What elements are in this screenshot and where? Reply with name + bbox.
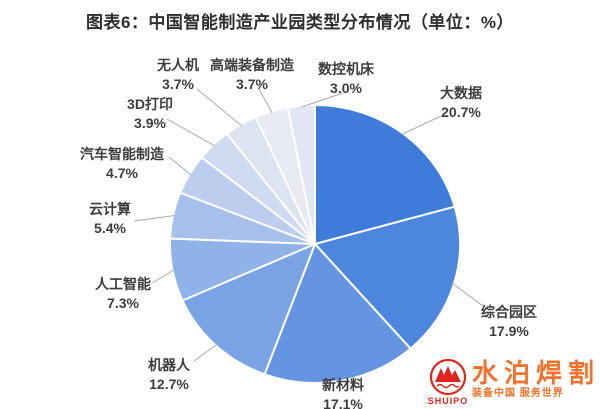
slice-label-云计算: 云计算 5.4% <box>89 200 131 238</box>
slice-label-name: 机器人 <box>148 357 190 373</box>
slice-label-无人机: 无人机 3.7% <box>157 56 199 94</box>
slice-label-value: 7.3% <box>107 295 139 311</box>
leader-line-数控机床 <box>301 92 344 108</box>
leader-line-机器人 <box>193 343 218 362</box>
slice-label-name: 云计算 <box>89 201 131 217</box>
leader-line-云计算 <box>133 215 175 222</box>
slice-label-value: 4.7% <box>106 165 138 181</box>
brand-text-column: 水泊焊割 装备中国 服务世界 <box>472 358 600 399</box>
slice-label-汽车智能制造: 汽车智能制造 4.7% <box>80 145 164 183</box>
slice-label-综合园区: 综合园区 17.9% <box>481 303 537 341</box>
slice-label-value: 20.7% <box>441 104 481 120</box>
leader-line-综合园区 <box>452 282 484 307</box>
slice-label-value: 17.1% <box>323 396 363 409</box>
slice-label-value: 3.9% <box>134 115 166 131</box>
slice-label-高端装备制造: 高端装备制造 3.7% <box>210 56 294 94</box>
slice-label-name: 3D打印 <box>127 96 173 112</box>
slice-label-name: 汽车智能制造 <box>80 146 164 162</box>
slice-label-value: 17.9% <box>489 323 529 339</box>
leader-line-高端装备制造 <box>258 88 273 113</box>
slice-label-机器人: 机器人 12.7% <box>148 356 190 394</box>
slice-label-value: 12.7% <box>149 376 189 392</box>
slice-label-name: 大数据 <box>440 85 482 101</box>
pie-slice-数控机床 <box>286 104 316 245</box>
slice-label-name: 无人机 <box>157 57 199 73</box>
slice-label-value: 5.4% <box>94 220 126 236</box>
leader-line-3D打印 <box>166 118 215 147</box>
slice-label-value: 3.7% <box>236 76 268 92</box>
brand-watermark: SHUIPO 水泊焊割 装备中国 服务世界 <box>426 358 600 406</box>
slice-label-name: 综合园区 <box>481 304 537 320</box>
slice-label-新材料: 新材料 17.1% <box>322 376 364 409</box>
brand-logo-column: SHUIPO <box>426 358 470 406</box>
brand-tagline: 装备中国 服务世界 <box>472 388 564 399</box>
brand-name: 水泊焊割 <box>472 358 600 388</box>
slice-label-name: 高端装备制造 <box>210 57 294 73</box>
pie-slice-新材料 <box>263 243 412 384</box>
slice-label-大数据: 大数据 20.7% <box>440 84 482 122</box>
pie-slice-大数据 <box>314 104 456 245</box>
slice-label-3D打印: 3D打印 3.9% <box>127 95 173 133</box>
shuipo-mountain-logo-icon <box>429 358 467 396</box>
leader-line-大数据 <box>401 115 442 135</box>
chart-title: 图表6：中国智能制造产业园类型分布情况（单位：%） <box>85 13 515 32</box>
slice-label-人工智能: 人工智能 7.3% <box>95 275 151 313</box>
brand-english: SHUIPO <box>427 396 469 406</box>
slice-label-name: 数控机床 <box>318 61 374 77</box>
slice-label-value: 3.7% <box>162 76 194 92</box>
pie-slice-综合园区 <box>314 205 462 350</box>
leader-line-人工智能 <box>151 269 175 284</box>
slice-label-数控机床: 数控机床 3.0% <box>318 60 374 98</box>
slice-label-value: 3.0% <box>330 80 362 96</box>
slice-label-name: 人工智能 <box>95 276 151 292</box>
leader-line-汽车智能制造 <box>168 156 192 176</box>
leader-line-无人机 <box>196 88 242 127</box>
slice-label-name: 新材料 <box>322 377 364 393</box>
